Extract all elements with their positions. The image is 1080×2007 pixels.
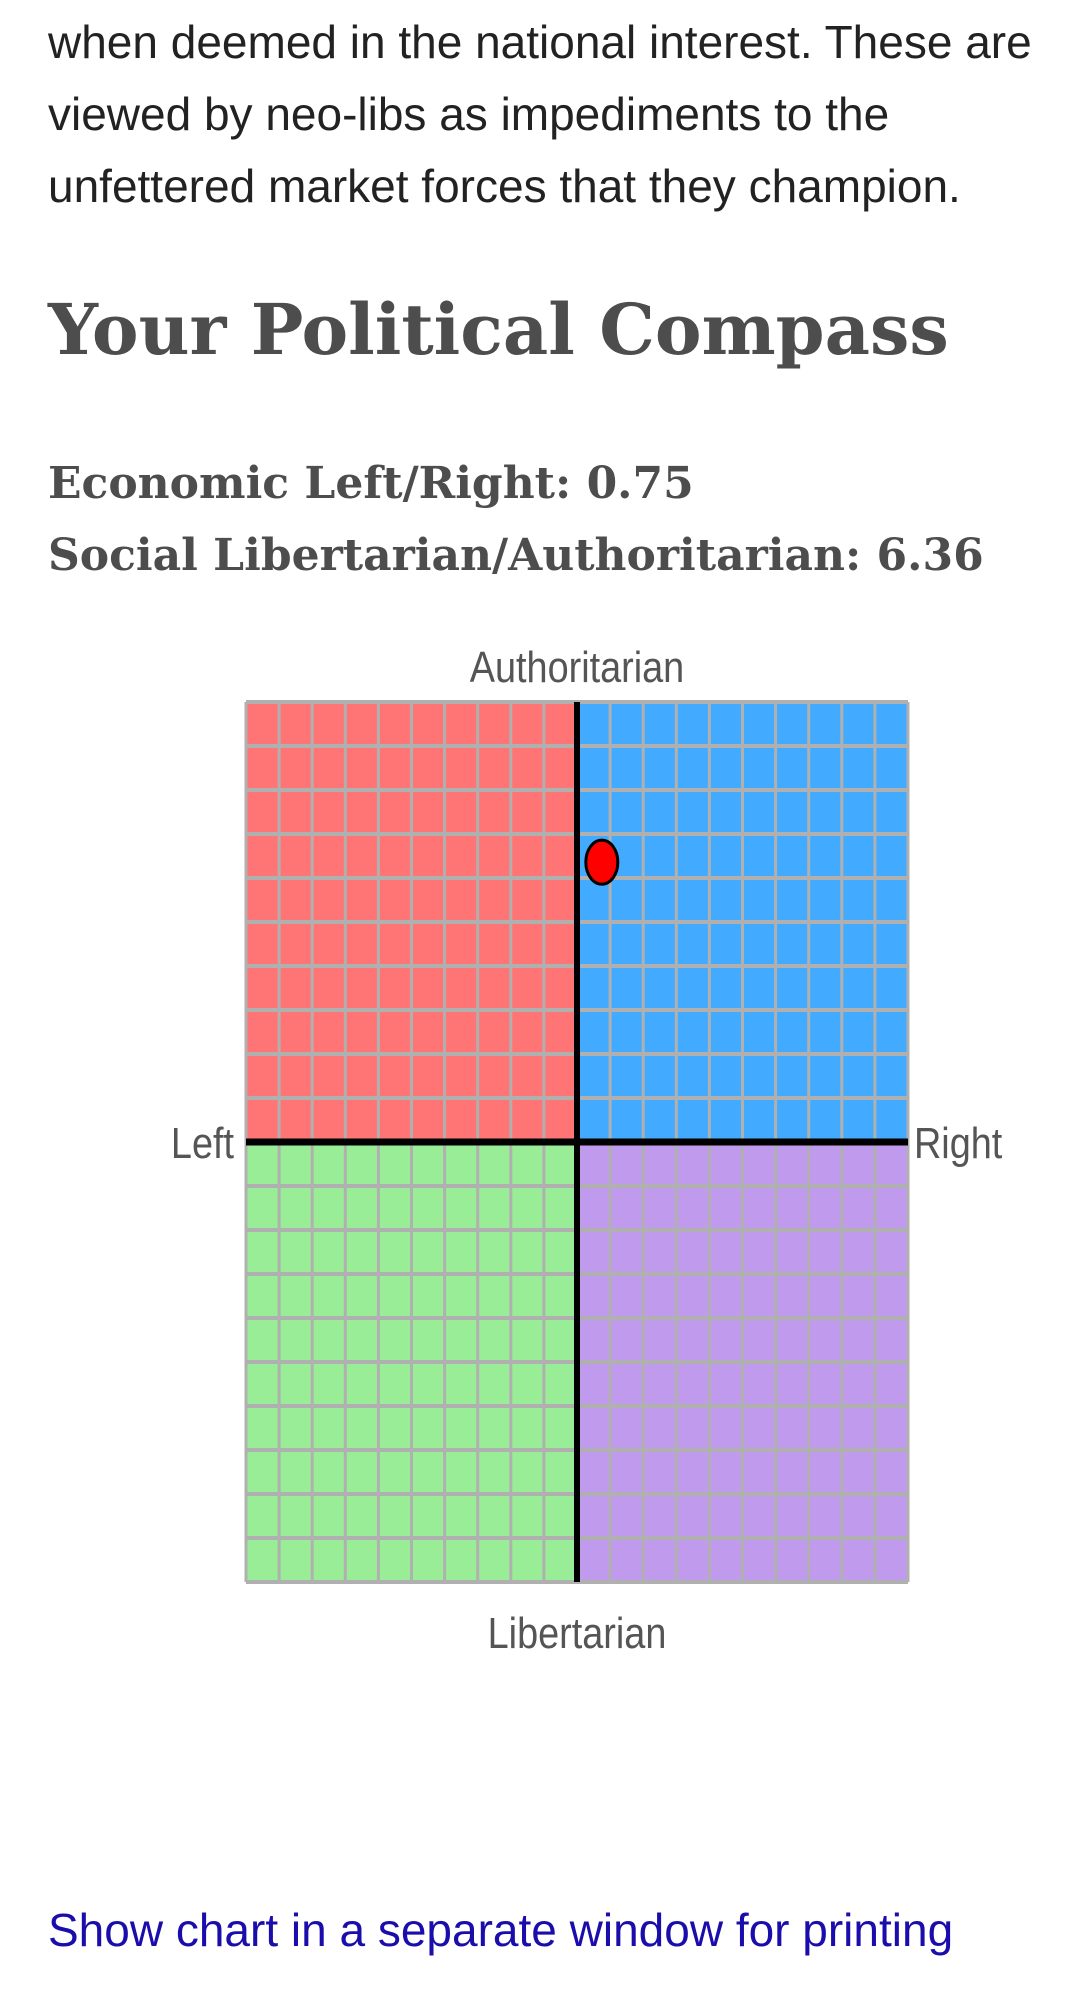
- political-compass-chart: Authoritarian Libertarian Left Right: [171, 642, 1003, 1657]
- intro-line: unfettered market forces that they champ…: [48, 160, 961, 212]
- page-title: Your Political Compass: [48, 288, 949, 371]
- left-label: Left: [171, 1118, 235, 1167]
- result-point: [584, 838, 620, 886]
- scores-block: Economic Left/Right: 0.75 Social Liberta…: [48, 448, 984, 592]
- libertarian-label: Libertarian: [488, 1608, 667, 1657]
- intro-line: viewed by neo-libs as impediments to the: [48, 88, 890, 140]
- intro-paragraph: when deemed in the national interest. Th…: [48, 6, 1058, 222]
- social-score: Social Libertarian/Authoritarian: 6.36: [48, 530, 984, 581]
- authoritarian-label: Authoritarian: [470, 642, 684, 691]
- print-chart-link[interactable]: Show chart in a separate window for prin…: [48, 1904, 954, 1956]
- economic-score: Economic Left/Right: 0.75: [48, 458, 694, 509]
- right-label: Right: [914, 1118, 1003, 1167]
- intro-line: when deemed in the national interest. Th…: [48, 16, 1032, 68]
